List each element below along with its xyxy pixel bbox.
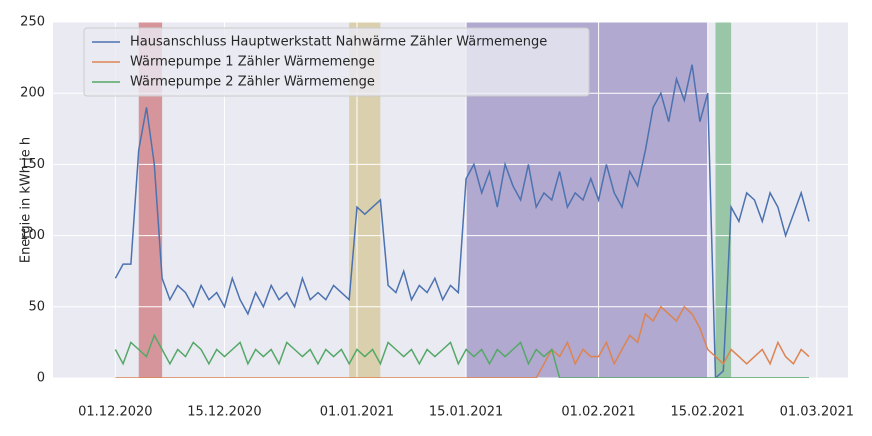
legend-box [83,27,590,97]
x-tick-label: 01.02.2021 [561,405,635,420]
legend: Hausanschluss Hauptwerkstatt Nahwärme Zä… [83,27,590,97]
series-line [115,305,810,378]
x-tick-label: 01.03.2021 [780,405,854,420]
y-tick-label: 50 [28,299,45,314]
y-axis-label: Energie in kWh je h [19,137,34,263]
y-tick-label: 150 [20,157,45,172]
legend-label: Hausanschluss Hauptwerkstatt Nahwärme Zä… [130,35,547,50]
legend-label: Wärmepumpe 1 Zähler Wärmemenge [130,55,375,70]
x-tick-label: 15.01.2021 [429,405,503,420]
highlight-span [138,22,163,378]
series-line [114,64,810,378]
y-tick-label: 250 [20,15,45,30]
x-tick-label: 15.02.2021 [670,405,744,420]
legend-label: Wärmepumpe 2 Zähler Wärmemenge [130,75,375,90]
y-tick-label: 200 [20,86,45,101]
series-line [114,333,809,378]
y-tick-label: 100 [20,228,45,243]
x-tick-label: 01.01.2021 [320,405,394,420]
y-tick-label: 0 [37,371,45,386]
highlight-span [715,22,732,378]
x-tick-label: 01.12.2020 [78,405,152,420]
x-tick-label: 15.12.2020 [187,405,261,420]
